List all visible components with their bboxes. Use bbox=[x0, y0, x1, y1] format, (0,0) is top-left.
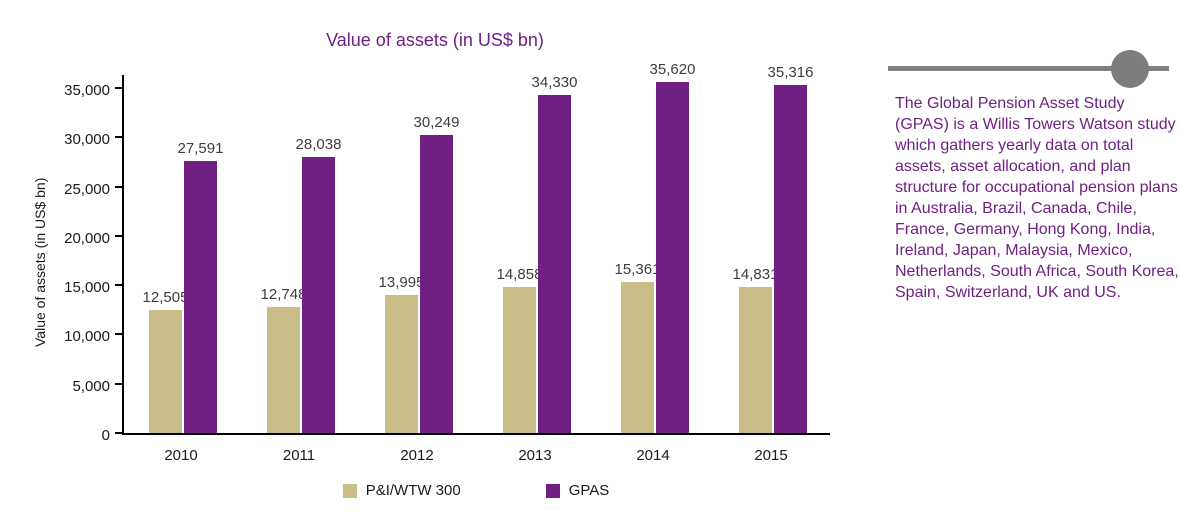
bar-value-label: 14,858 bbox=[496, 265, 543, 283]
divider-line bbox=[888, 66, 1169, 71]
bar bbox=[184, 161, 217, 433]
bar bbox=[774, 84, 807, 433]
chart-legend: P&I/WTW 300 GPAS bbox=[122, 482, 830, 499]
bar bbox=[385, 295, 418, 433]
legend-item: P&I/WTW 300 bbox=[342, 482, 461, 499]
y-tick-mark bbox=[115, 284, 122, 287]
y-tick-mark bbox=[115, 234, 122, 237]
legend-item: GPAS bbox=[545, 482, 610, 499]
plot-area: 12,505 27,591 12,748 28,038 13,995 30,249 14,8… bbox=[115, 61, 832, 435]
bar bbox=[302, 156, 335, 433]
bar bbox=[503, 286, 536, 433]
x-tick-label: 2014 bbox=[636, 447, 670, 464]
y-tick-label: 10,000 bbox=[64, 328, 110, 346]
bar-value-label: 12,505 bbox=[142, 288, 189, 306]
bar-value-label: 35,316 bbox=[767, 63, 814, 81]
bar-group: 14,858 34,330 bbox=[478, 73, 596, 433]
bar-group: 13,995 30,249 bbox=[360, 75, 478, 433]
bar bbox=[267, 307, 300, 433]
bar bbox=[538, 94, 571, 433]
x-tick-label: 2011 bbox=[282, 447, 316, 464]
y-tick-label: 30,000 bbox=[64, 131, 110, 149]
divider-dot bbox=[1111, 50, 1149, 88]
bar bbox=[149, 309, 182, 433]
bar-group: 12,505 27,591 bbox=[124, 75, 242, 433]
chart-title: Value of assets (in US$ bn) bbox=[326, 30, 544, 50]
bar-value-label: 14,831 bbox=[732, 265, 779, 283]
bar bbox=[656, 81, 689, 433]
legend-swatch bbox=[545, 483, 560, 498]
x-tick-label: 2010 bbox=[164, 447, 198, 464]
x-tick-label: 2012 bbox=[400, 447, 434, 464]
y-tick-label: 20,000 bbox=[64, 229, 110, 247]
y-tick-label: 5,000 bbox=[72, 377, 110, 395]
y-tick-mark bbox=[115, 432, 122, 434]
y-tick-mark bbox=[115, 136, 122, 139]
y-tick-label: 35,000 bbox=[64, 82, 110, 99]
y-tick-mark bbox=[115, 333, 122, 336]
x-tick-label: 2015 bbox=[754, 447, 788, 464]
bar bbox=[739, 286, 772, 433]
x-axis-tick-labels: 2010 2011 2012 2013 2014 2015 bbox=[122, 447, 830, 467]
bar-value-label: 30,249 bbox=[413, 113, 460, 131]
y-axis-tick-labels: 0 5,000 10,000 15,000 20,000 25,000 30,000 35,0… bbox=[0, 75, 112, 444]
bar bbox=[420, 134, 453, 433]
x-tick-label: 2013 bbox=[518, 447, 552, 464]
bar-group: 14,831 35,316 bbox=[714, 64, 832, 433]
bar-group: 12,748 28,038 bbox=[242, 75, 360, 433]
legend-label: GPAS bbox=[568, 482, 610, 499]
bar-value-label: 12,748 bbox=[260, 286, 307, 304]
bar-value-label: 35,620 bbox=[649, 60, 696, 78]
legend-swatch bbox=[342, 483, 357, 498]
y-tick-label: 15,000 bbox=[64, 279, 110, 297]
y-tick-label: 25,000 bbox=[64, 180, 110, 198]
bar-value-label: 13,995 bbox=[378, 274, 425, 292]
legend-label: P&I/WTW 300 bbox=[365, 482, 461, 499]
gpas-note-text: The Global Pension Asset Study (GPAS) is… bbox=[895, 95, 1179, 301]
y-tick-mark bbox=[115, 87, 122, 89]
y-tick-mark bbox=[115, 382, 122, 385]
bar bbox=[621, 281, 654, 433]
y-tick-mark bbox=[115, 185, 122, 188]
bar-value-label: 28,038 bbox=[295, 135, 342, 153]
bar-value-label: 27,591 bbox=[177, 140, 224, 158]
y-tick-label: 0 bbox=[101, 427, 110, 444]
bar-value-label: 15,361 bbox=[614, 260, 661, 278]
bar-group: 15,361 35,620 bbox=[596, 61, 714, 433]
bar-value-label: 34,330 bbox=[531, 73, 578, 91]
